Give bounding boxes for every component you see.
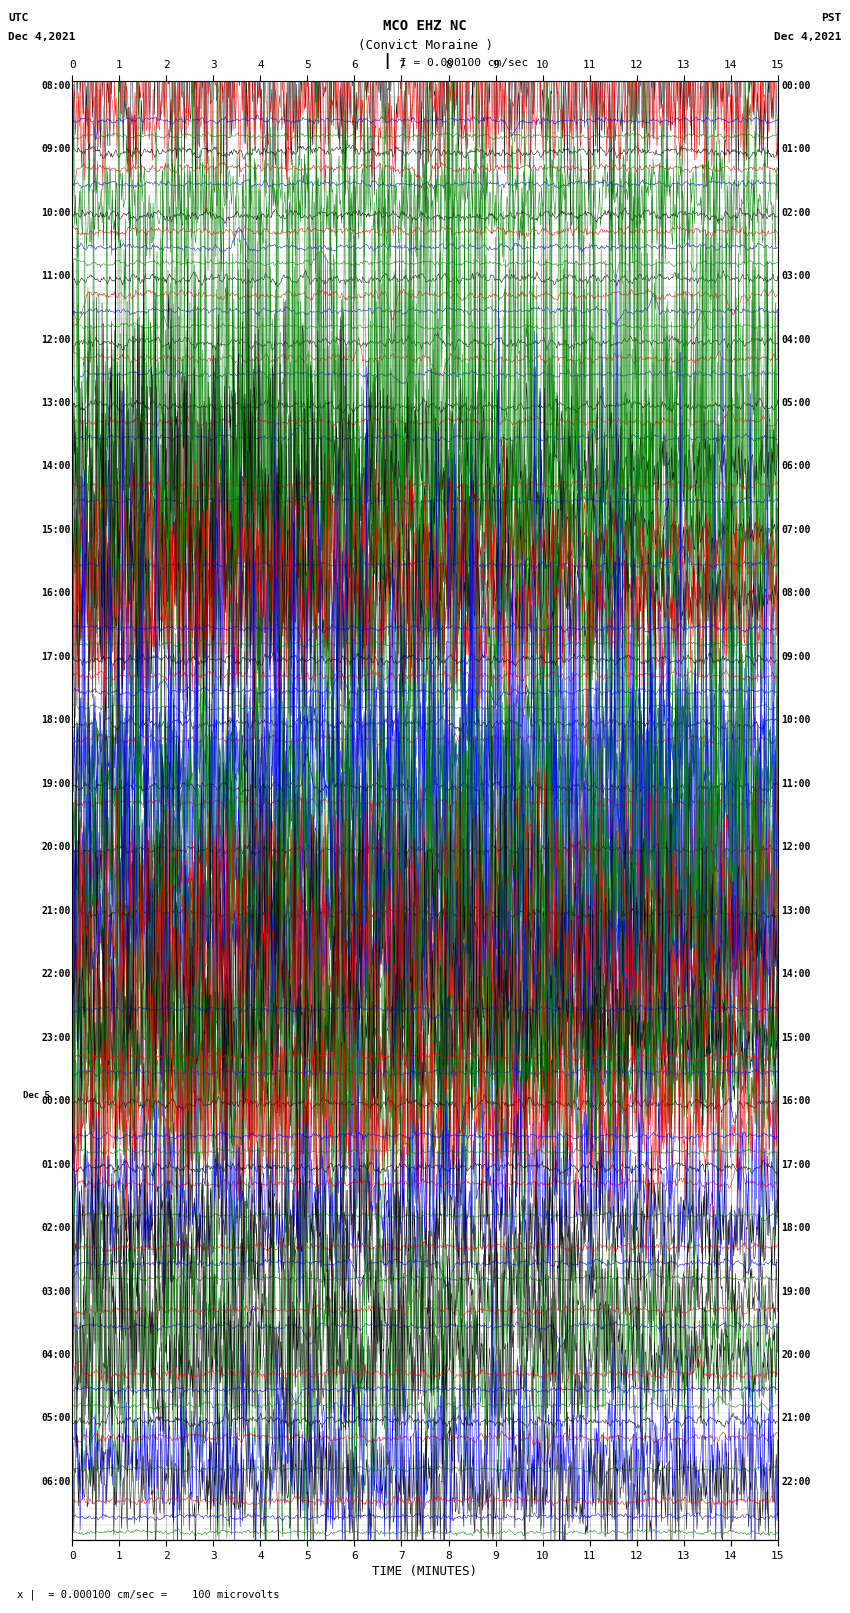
- Text: 19:00: 19:00: [781, 1287, 811, 1297]
- Text: |: |: [382, 53, 391, 69]
- Text: 04:00: 04:00: [781, 334, 811, 345]
- Text: Dec 4,2021: Dec 4,2021: [774, 32, 842, 42]
- Text: MCO EHZ NC: MCO EHZ NC: [383, 19, 467, 34]
- Text: x |  = 0.000100 cm/sec =    100 microvolts: x | = 0.000100 cm/sec = 100 microvolts: [17, 1589, 280, 1600]
- Text: 22:00: 22:00: [781, 1478, 811, 1487]
- Text: 01:00: 01:00: [781, 144, 811, 155]
- Text: 09:00: 09:00: [42, 144, 71, 155]
- Text: PST: PST: [821, 13, 842, 23]
- Text: 05:00: 05:00: [42, 1413, 71, 1424]
- Text: 21:00: 21:00: [781, 1413, 811, 1424]
- Text: 11:00: 11:00: [42, 271, 71, 281]
- Text: 01:00: 01:00: [42, 1160, 71, 1169]
- Text: 06:00: 06:00: [781, 461, 811, 471]
- Text: 10:00: 10:00: [42, 208, 71, 218]
- Text: 18:00: 18:00: [42, 715, 71, 726]
- Text: Dec 4,2021: Dec 4,2021: [8, 32, 76, 42]
- Text: 02:00: 02:00: [42, 1223, 71, 1232]
- Text: 03:00: 03:00: [42, 1287, 71, 1297]
- Text: 07:00: 07:00: [781, 524, 811, 536]
- Text: 12:00: 12:00: [42, 334, 71, 345]
- Text: I = 0.000100 cm/sec: I = 0.000100 cm/sec: [400, 58, 528, 68]
- Text: 08:00: 08:00: [42, 81, 71, 90]
- Text: 15:00: 15:00: [781, 1032, 811, 1042]
- Text: 06:00: 06:00: [42, 1478, 71, 1487]
- Text: 00:00: 00:00: [781, 81, 811, 90]
- Text: 21:00: 21:00: [42, 907, 71, 916]
- Text: 02:00: 02:00: [781, 208, 811, 218]
- Text: 10:00: 10:00: [781, 715, 811, 726]
- Text: 16:00: 16:00: [42, 589, 71, 598]
- Text: 11:00: 11:00: [781, 779, 811, 789]
- Text: 19:00: 19:00: [42, 779, 71, 789]
- Text: (Convict Moraine ): (Convict Moraine ): [358, 39, 492, 52]
- Text: 00:00: 00:00: [42, 1097, 71, 1107]
- Text: 14:00: 14:00: [42, 461, 71, 471]
- Text: 23:00: 23:00: [42, 1032, 71, 1042]
- Text: 15:00: 15:00: [42, 524, 71, 536]
- Text: 12:00: 12:00: [781, 842, 811, 852]
- Text: 14:00: 14:00: [781, 969, 811, 979]
- Text: 20:00: 20:00: [781, 1350, 811, 1360]
- Text: 08:00: 08:00: [781, 589, 811, 598]
- X-axis label: TIME (MINUTES): TIME (MINUTES): [372, 1565, 478, 1578]
- Text: 09:00: 09:00: [781, 652, 811, 661]
- Text: 22:00: 22:00: [42, 969, 71, 979]
- Text: 03:00: 03:00: [781, 271, 811, 281]
- Text: 20:00: 20:00: [42, 842, 71, 852]
- Text: 16:00: 16:00: [781, 1097, 811, 1107]
- Text: 05:00: 05:00: [781, 398, 811, 408]
- Text: Dec 5: Dec 5: [23, 1092, 49, 1100]
- Text: 13:00: 13:00: [42, 398, 71, 408]
- Text: 17:00: 17:00: [42, 652, 71, 661]
- Text: 18:00: 18:00: [781, 1223, 811, 1232]
- Text: UTC: UTC: [8, 13, 29, 23]
- Text: 17:00: 17:00: [781, 1160, 811, 1169]
- Text: 04:00: 04:00: [42, 1350, 71, 1360]
- Text: 13:00: 13:00: [781, 907, 811, 916]
